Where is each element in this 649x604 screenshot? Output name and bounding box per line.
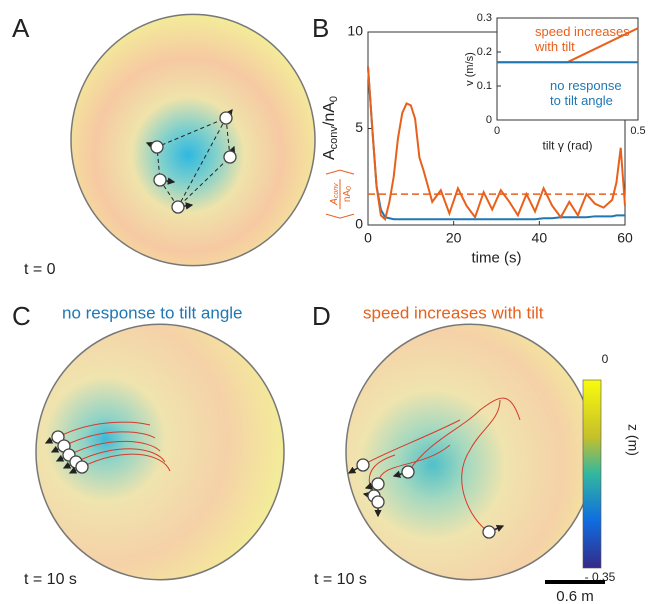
robot <box>482 525 496 539</box>
inset-legend: no response to tilt angle <box>550 78 622 108</box>
inset-legend: speed increases with tilt <box>535 24 630 54</box>
robot <box>371 477 385 491</box>
panel-letter: A <box>12 13 30 43</box>
trail <box>81 453 171 472</box>
trail <box>75 448 166 463</box>
x-tick-label: 40 <box>532 230 548 246</box>
reference-part: nA <box>342 190 353 203</box>
y-tick-label: 10 <box>347 23 363 39</box>
colorbar <box>582 379 602 569</box>
robot <box>356 458 370 472</box>
trail <box>407 397 521 473</box>
hull <box>156 117 231 208</box>
x-tick-label: 0 <box>364 230 372 246</box>
plot-frame <box>496 17 639 121</box>
panel-letter: B <box>312 13 329 43</box>
panel-title: no response to tilt angle <box>62 303 243 322</box>
reference-numerator: Aconv <box>329 183 340 206</box>
reference-part: 0 <box>346 186 353 190</box>
time-label: t = 0 <box>24 261 56 278</box>
trail <box>68 440 161 456</box>
panel-letter: D <box>312 301 331 331</box>
angle-brackets <box>325 169 355 219</box>
panel-letter: C <box>12 301 31 331</box>
y-axis-label: v (m/s) <box>464 52 476 86</box>
y-tick-label: 0.2 <box>477 46 492 58</box>
series-line <box>367 66 625 221</box>
hull <box>177 117 227 208</box>
robot <box>51 430 65 444</box>
x-tick-label: 0 <box>494 125 500 137</box>
x-tick-label: 20 <box>446 230 462 246</box>
reference-label: Aconv nA0 <box>325 169 355 219</box>
x-axis-label: time (s) <box>472 250 522 267</box>
y-axis-label-part: /nA <box>321 102 338 126</box>
time-label: t = 10 s <box>24 571 77 588</box>
colorbar-label: 0 <box>602 352 609 366</box>
robot <box>75 460 89 474</box>
reference-part: A <box>329 198 340 206</box>
y-tick-label: 0.1 <box>477 80 492 92</box>
arena <box>345 323 595 581</box>
trail <box>63 431 156 447</box>
y-axis-label: Aconv/nA0 <box>321 96 340 160</box>
robot <box>150 140 164 154</box>
panel-title: speed increases with tilt <box>363 303 544 322</box>
robot <box>223 150 237 164</box>
arena <box>70 13 316 267</box>
y-tick-label: 0.3 <box>477 12 492 24</box>
colorbar-title: z (m) <box>625 424 641 456</box>
x-axis-label: tilt γ (rad) <box>542 139 592 153</box>
scale-bar-label: 0.6 m <box>556 588 594 604</box>
robot <box>371 495 385 509</box>
trail <box>362 419 461 466</box>
y-tick-label: 0 <box>355 216 363 232</box>
reference-part: conv <box>333 183 340 198</box>
time-label: t = 10 s <box>314 571 367 588</box>
trail <box>57 421 151 438</box>
y-tick-label: 5 <box>355 119 363 135</box>
trail <box>377 444 451 485</box>
y-axis-label-part: 0 <box>328 96 340 102</box>
robot <box>219 111 233 125</box>
y-tick-label: 0 <box>486 114 492 126</box>
robot <box>171 200 185 214</box>
y-axis-label-part: conv <box>328 126 340 150</box>
trail <box>461 399 501 533</box>
robot <box>153 173 167 187</box>
y-axis-label-part: A <box>321 149 338 160</box>
robot <box>401 465 415 479</box>
x-tick-label: 0.5 <box>630 125 645 137</box>
arena <box>35 323 285 581</box>
x-tick-label: 60 <box>617 230 633 246</box>
series-line <box>367 66 626 222</box>
reference-denominator: nA0 <box>342 186 353 202</box>
